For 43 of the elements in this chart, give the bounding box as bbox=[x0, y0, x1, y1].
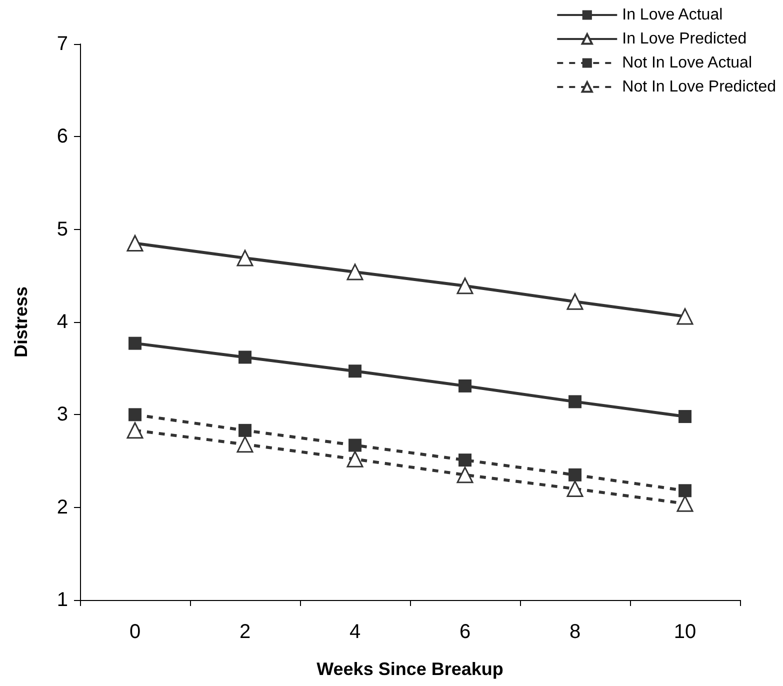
point bbox=[456, 466, 474, 484]
point bbox=[348, 364, 362, 378]
legend-label: Not In Love Predicted bbox=[622, 78, 776, 96]
point bbox=[346, 450, 364, 468]
point bbox=[678, 410, 692, 424]
point bbox=[458, 379, 472, 392]
point bbox=[236, 250, 254, 266]
point bbox=[128, 408, 142, 422]
point bbox=[128, 336, 142, 350]
x-tick-label: 6 bbox=[459, 621, 471, 643]
point bbox=[568, 395, 582, 408]
y-tick-label: 1 bbox=[56, 589, 68, 611]
x-tick-label: 0 bbox=[129, 621, 141, 643]
y-tick-label: 7 bbox=[56, 33, 68, 55]
y-tick-label: 3 bbox=[56, 404, 68, 426]
point bbox=[566, 293, 584, 310]
point bbox=[676, 308, 694, 325]
y-axis-title: Distress bbox=[11, 286, 31, 358]
point bbox=[348, 438, 362, 452]
point bbox=[238, 350, 252, 364]
point bbox=[458, 454, 472, 467]
point bbox=[126, 422, 144, 439]
point bbox=[568, 468, 582, 482]
legend-label: In Love Predicted bbox=[622, 30, 747, 48]
x-tick-label: 10 bbox=[674, 621, 696, 643]
point bbox=[456, 278, 474, 294]
y-tick-label: 4 bbox=[56, 311, 68, 333]
point bbox=[678, 484, 692, 498]
x-axis-title: Weeks Since Breakup bbox=[316, 659, 504, 679]
x-tick-label: 4 bbox=[349, 621, 361, 643]
legend-label: Not In Love Actual bbox=[622, 54, 752, 72]
y-tick-label: 6 bbox=[56, 126, 68, 148]
point bbox=[238, 424, 252, 437]
point bbox=[236, 436, 254, 453]
x-tick-label: 8 bbox=[569, 621, 581, 643]
y-tick-label: 5 bbox=[56, 218, 68, 240]
point bbox=[676, 495, 694, 512]
point bbox=[126, 234, 144, 252]
point bbox=[346, 264, 364, 280]
x-tick-label: 2 bbox=[239, 621, 251, 643]
y-tick-label: 2 bbox=[56, 496, 68, 518]
legend-label: In Love Actual bbox=[622, 6, 723, 24]
point bbox=[566, 480, 584, 498]
